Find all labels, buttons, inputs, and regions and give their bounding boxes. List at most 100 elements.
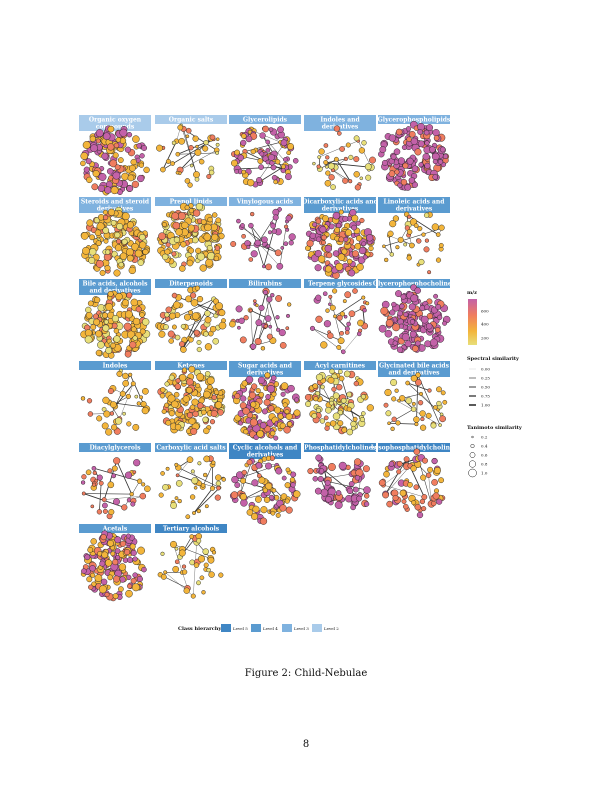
nebula-node [315,373,323,381]
nebula-node [265,394,271,400]
nebula-node [187,224,195,232]
nebula-node [277,126,284,133]
nebula-node [396,469,402,475]
nebula-node [408,177,416,184]
nebula-node [121,238,128,245]
nebula-node [199,264,207,272]
spectral-legend-title: Spectral similarity [467,356,520,362]
nebula-node [91,183,99,191]
nebula-node [163,570,168,575]
nebula-node [196,372,205,381]
nebula-node [264,315,272,322]
nebula-node [391,301,397,308]
nebula-node [135,306,142,313]
nebula-node [189,163,194,168]
nebula-node [174,423,182,431]
nebula-node [355,220,361,226]
nebula-node [114,417,123,425]
nebula-node [322,291,328,296]
nebula-node [413,484,420,491]
nebula-node [158,330,166,338]
panel-label: Linoleic acids and [384,199,446,206]
nebula-node [193,329,200,336]
nebula-node [396,460,403,467]
nebula-node [142,387,149,395]
nebula-node [417,129,423,135]
panel-label-bg [155,197,227,206]
nebula-node [207,216,213,223]
nebula-node [241,469,247,476]
nebula-node [204,223,212,232]
nebula-panel: Diacylglycerols [79,443,151,520]
nebula-node [231,159,238,167]
nebula-node [346,391,353,398]
nebula-node [194,177,200,182]
nebula-node [165,306,172,313]
panel-label-bg [378,443,450,452]
nebula-node [419,424,427,431]
nebula-node [391,416,397,422]
nebula-node [436,314,443,321]
nebula-node [215,217,222,224]
nebula-node [259,151,265,157]
panel-label: Cyclic alcohols and [233,445,298,452]
nebula-node [211,233,219,241]
hierarchy-level4: Level 4 [263,626,278,631]
nebula-node [387,421,391,426]
nebula-node [172,221,181,230]
nebula-node [290,471,297,478]
nebula-node [211,394,217,401]
nebula-node [332,211,341,220]
nebula-node [344,291,352,299]
nebula-node [427,270,432,275]
nebula-node [121,299,129,307]
nebula-node [340,397,347,404]
nebula-node [397,310,404,317]
nebula-node [98,585,107,594]
nebula-node [255,319,263,327]
nebula-node [110,220,117,226]
mz-tick-400: 400 [481,322,489,327]
level5-swatch [221,624,231,632]
nebula-node [113,335,121,343]
nebula-node [325,308,330,313]
nebula-node [416,238,422,244]
nebula-node [423,212,430,218]
nebula-node [280,391,286,397]
nebula-node [245,135,253,143]
nebula-node [196,339,202,345]
nebula-node [328,302,332,307]
nebula-node [380,306,389,315]
nebula-node [237,325,241,330]
nebula-node [424,238,430,243]
nebula-node [432,492,440,500]
panel-label-bg [378,279,450,288]
nebula-node [436,400,442,407]
nebula-node [236,218,241,224]
nebula-node [351,224,357,231]
nebula-node [136,401,141,406]
nebula-node [332,412,341,421]
nebula-node [182,395,190,403]
nebula-node [285,173,292,181]
nebula-node [187,182,193,188]
nebula-node [98,480,104,486]
nebula-node [86,219,94,227]
nebula-node [430,422,437,429]
nebula-node [239,336,247,344]
nebula-node [102,396,110,404]
nebula-node [426,124,434,132]
nebula-node [89,565,96,572]
nebula-node [315,454,322,462]
nebula-node [438,477,445,484]
level4-swatch [251,624,261,632]
nebula-node [111,315,120,323]
nebula-node [327,332,334,339]
nebula-node [314,264,322,272]
nebula-node [265,455,272,461]
nebula-node [200,219,207,225]
nebula-node [320,488,329,497]
nebula-node [255,496,262,503]
